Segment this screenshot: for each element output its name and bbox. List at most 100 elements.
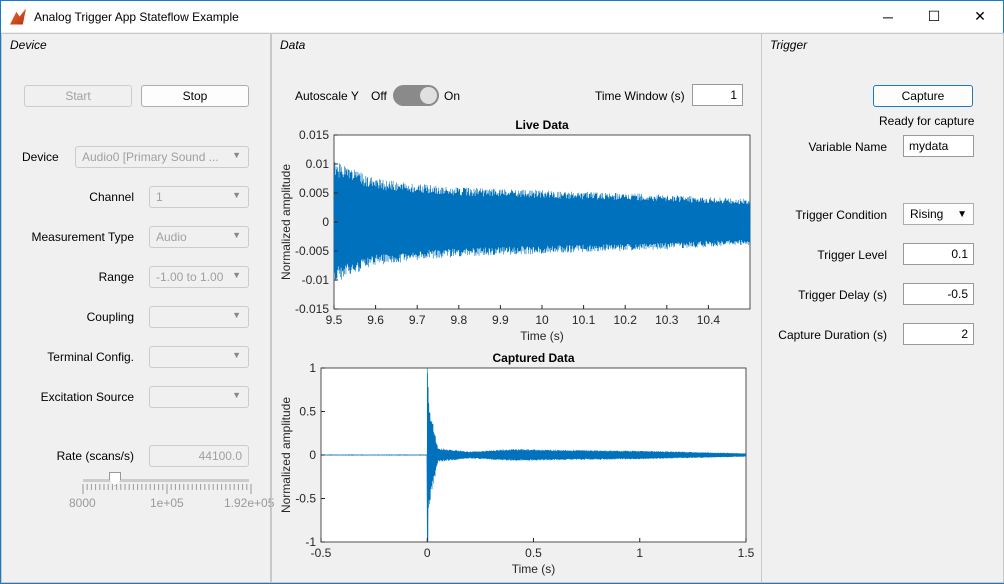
capture-duration-label: Capture Duration (s) [778,328,887,342]
device-panel-title: Device [10,38,47,52]
chevron-down-icon: ▼ [232,190,241,200]
autoscale-label: Autoscale Y [295,89,359,103]
field-label: Excitation Source [40,390,134,404]
rate-field[interactable]: 44100.0 [149,445,249,467]
chevron-down-icon: ▼ [232,150,241,160]
x-tick-label: 10.3 [655,313,679,327]
y-tick-label: -0.5 [295,492,316,506]
trigger-condition-label: Trigger Condition [795,208,887,222]
capture-status: Ready for capture [879,114,975,128]
y-axis-label: Normalized amplitude [279,397,293,513]
trigger-condition-value: Rising [910,207,944,221]
stop-button[interactable]: Stop [141,85,249,107]
data-panel-title: Data [280,38,306,52]
field-label: Channel [89,190,134,204]
x-tick-label: 9.6 [367,313,384,327]
field-label: Device [22,150,59,164]
slider-min-label: 8000 [69,496,96,510]
x-tick-label: 10.1 [572,313,596,327]
time-window-input[interactable]: 1 [692,84,743,106]
slider-mid-label: 1e+05 [150,496,184,510]
field-value: -1.00 to 1.00 [156,270,224,284]
window-title: Analog Trigger App Stateflow Example [34,9,239,24]
field-dropdown[interactable]: -1.00 to 1.00 ▼ [149,266,249,288]
start-button[interactable]: Start [24,85,132,107]
field-label: Measurement Type [31,230,135,244]
x-tick-label: 1 [636,546,643,560]
autoscale-toggle[interactable] [393,85,439,106]
field-dropdown[interactable]: Audio ▼ [149,226,249,248]
x-tick-label: 0.5 [525,546,542,560]
variable-name-label: Variable Name [808,140,887,154]
y-tick-label: 0 [322,215,329,229]
trigger-delay-input[interactable]: -0.5 [903,283,974,305]
field-dropdown[interactable]: ▼ [149,306,249,328]
field-label: Range [98,270,134,284]
y-tick-label: -1 [305,535,316,549]
data-series-line [320,367,747,543]
field-label: Terminal Config. [47,350,134,364]
x-tick-label: 10.2 [614,313,638,327]
x-tick-label: 1.5 [738,546,755,560]
chevron-down-icon: ▼ [232,390,241,400]
chevron-down-icon: ▼ [232,230,241,240]
y-tick-label: -0.005 [295,244,329,258]
capture-duration-input[interactable]: 2 [903,323,974,345]
trigger-level-label: Trigger Level [817,248,887,262]
maximize-button[interactable]: ☐ [927,8,941,24]
field-dropdown[interactable]: 1 ▼ [149,186,249,208]
x-tick-label: 9.9 [492,313,509,327]
toggle-off-label: Off [371,89,387,103]
field-label: Coupling [86,310,134,324]
field-value: Audio [156,230,187,244]
rate-slider-ticks [82,484,252,494]
y-tick-label: 0.005 [299,186,329,200]
chevron-down-icon: ▼ [232,350,241,360]
chart-title: Captured Data [492,351,574,365]
variable-name-input[interactable]: mydata [903,135,974,157]
data-series-line [333,162,751,281]
field-dropdown[interactable]: ▼ [149,346,249,368]
y-tick-label: 0.5 [299,405,316,419]
x-tick-label: 0 [424,546,431,560]
rate-slider-track[interactable] [83,479,249,482]
x-tick-label: 10 [535,313,549,327]
x-axis-label: Time (s) [520,329,564,343]
x-tick-label: 9.5 [326,313,343,327]
device-panel: Device Start Stop Device Audio0 [Primary … [1,33,275,583]
minimize-button[interactable]: ─ [883,8,893,25]
field-value: 1 [156,190,163,204]
trigger-panel-title: Trigger [770,38,808,52]
y-tick-label: 1 [309,361,316,375]
trigger-delay-label: Trigger Delay (s) [798,288,887,302]
x-tick-label: 9.7 [409,313,426,327]
rate-label: Rate (scans/s) [56,449,134,463]
chevron-down-icon: ▼ [232,270,241,280]
field-dropdown[interactable]: ▼ [149,386,249,408]
y-axis-label: Normalized amplitude [279,164,293,280]
x-axis-label: Time (s) [512,562,556,576]
trigger-panel: Trigger Capture Ready for capture Variab… [761,33,1004,583]
time-window-label: Time Window (s) [595,89,685,103]
x-tick-label: -0.5 [311,546,332,560]
x-tick-label: 10.4 [697,313,721,327]
capture-button[interactable]: Capture [873,85,973,107]
y-tick-label: -0.01 [302,273,330,287]
matlab-icon [10,8,26,25]
chart-title: Live Data [515,118,569,132]
x-tick-label: 9.8 [450,313,467,327]
trigger-level-input[interactable]: 0.1 [903,243,974,265]
slider-max-label: 1.92e+05 [224,496,275,510]
chevron-down-icon: ▼ [957,208,967,220]
y-tick-label: -0.015 [295,302,329,316]
toggle-on-label: On [444,89,461,103]
field-dropdown[interactable]: Audio0 [Primary Sound ... ▼ [75,146,249,168]
trigger-condition-dropdown[interactable]: Rising ▼ [903,203,974,225]
rate-slider-thumb[interactable] [109,472,121,486]
field-value: Audio0 [Primary Sound ... [82,150,219,164]
close-button[interactable]: ✕ [974,8,986,24]
plots: 9.5 9.6 9.7 9.8 9.9 10 10.1 10.2 10.3 10.40.0150.… [279,118,755,576]
chevron-down-icon: ▼ [232,310,241,320]
